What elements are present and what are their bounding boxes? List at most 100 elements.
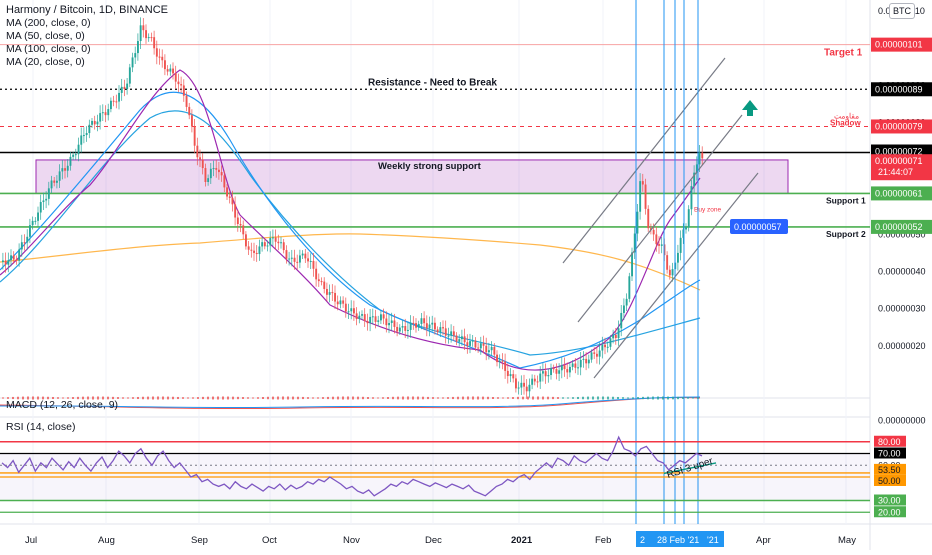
- candle-body: [39, 202, 42, 213]
- candle-body: [636, 211, 639, 234]
- price-tick-label: 0.00000050: [878, 229, 926, 239]
- candle-body: [412, 322, 415, 324]
- candle-body: [204, 168, 207, 183]
- rsi-line: [1, 435, 703, 497]
- macd-hist-bar: [297, 396, 299, 400]
- candle-body: [166, 69, 169, 72]
- level72-tag-text: 0.00000072: [875, 147, 923, 157]
- candle-body: [107, 109, 110, 116]
- macd-hist-bar: [187, 397, 189, 399]
- macd-hist-bar: [482, 396, 484, 400]
- macd-line: [0, 396, 701, 409]
- macd-hist-bar: [462, 396, 464, 400]
- macd-hist-bar: [312, 397, 314, 399]
- macd-hist-bar: [407, 396, 409, 400]
- ma50-line: [0, 91, 701, 369]
- candle-body: [239, 224, 242, 226]
- macd-hist-bar: [497, 397, 499, 399]
- ma20-line: [0, 69, 701, 371]
- candle-body: [685, 227, 687, 230]
- candle-body: [398, 327, 401, 332]
- candle-body: [280, 242, 282, 244]
- candle-body: [625, 298, 628, 306]
- candle-body: [307, 258, 309, 262]
- legend-ma100[interactable]: MA (100, close, 0): [6, 43, 91, 55]
- currency-badge[interactable]: BTC: [889, 3, 915, 19]
- candles-group: [2, 17, 704, 399]
- macd-hist-bar: [537, 396, 539, 400]
- candle-body: [80, 135, 83, 145]
- candle-body: [517, 387, 520, 389]
- candle-body: [69, 156, 72, 166]
- legend-ma50[interactable]: MA (50, close, 0): [6, 30, 85, 42]
- macd-hist-bar: [627, 397, 629, 399]
- candle-body: [296, 261, 299, 263]
- last-price-tag-bg: [871, 154, 932, 181]
- candle-body: [180, 84, 183, 86]
- candle-body: [493, 346, 496, 355]
- candle-body: [401, 326, 404, 328]
- candle-body: [550, 368, 552, 376]
- candle-body: [444, 328, 447, 336]
- candle-body: [342, 300, 345, 304]
- macd-hist-bar: [352, 396, 354, 400]
- candle-body: [23, 242, 26, 244]
- macd-hist-bar: [552, 396, 554, 400]
- shadow-label-ar: مقاومت: [834, 111, 859, 120]
- macd-hist-bar: [177, 396, 179, 400]
- macd-hist-bar: [692, 397, 694, 399]
- candle-body: [185, 95, 188, 107]
- candle-body: [350, 308, 353, 312]
- support2-tag: 0.00000052: [871, 219, 932, 234]
- macd-legend[interactable]: MACD (12, 26, close, 9): [6, 399, 119, 411]
- candle-body: [269, 238, 272, 246]
- candle-body: [390, 320, 393, 324]
- target1-tag: 0.00000101: [871, 37, 932, 52]
- candle-body: [61, 168, 64, 172]
- candle-body: [477, 347, 480, 349]
- macd-hist-bar: [22, 396, 24, 400]
- candle-body: [261, 242, 264, 247]
- candle-body: [334, 292, 336, 302]
- macd-hist-bar: [262, 396, 264, 400]
- candle-body: [255, 252, 258, 255]
- candle-body: [88, 124, 91, 134]
- candle-body: [425, 323, 428, 329]
- rsi-tag-bg-5: [874, 494, 906, 506]
- candle-body: [282, 242, 285, 251]
- macd-hist-bar: [472, 396, 474, 400]
- rsi-tag-bg-4: [874, 475, 906, 486]
- macd-hist-bar: [117, 397, 119, 399]
- macd-hist-bar: [87, 396, 89, 400]
- candle-body: [209, 168, 212, 179]
- macd-hist-bar: [457, 396, 459, 400]
- candle-body: [690, 186, 693, 210]
- macd-hist-bar: [687, 397, 689, 399]
- candle-body: [404, 326, 407, 331]
- legend-ma200[interactable]: MA (200, close, 0): [6, 17, 91, 29]
- macd-hist-bar: [477, 396, 479, 400]
- candle-body: [177, 81, 180, 85]
- candle-body: [563, 365, 566, 370]
- macd-hist-bar: [247, 397, 249, 399]
- candle-body: [83, 135, 85, 137]
- candle-body: [272, 237, 274, 239]
- macd-hist-bar: [487, 396, 489, 400]
- resistance-tag: 0.00000089: [871, 82, 932, 97]
- candle-body: [174, 73, 177, 82]
- candle-body: [596, 353, 598, 357]
- rsi-tag-text-6: 20.00: [878, 507, 901, 517]
- candle-body: [328, 292, 331, 295]
- candle-body: [285, 250, 288, 259]
- candle-body: [7, 260, 10, 265]
- candle-body: [447, 335, 450, 337]
- macd-hist-bar: [587, 396, 589, 400]
- macd-hist-bar: [37, 396, 39, 400]
- rsi-legend[interactable]: RSI (14, close): [6, 421, 76, 433]
- candle-body: [574, 363, 577, 368]
- candle-body: [56, 180, 58, 183]
- legend-ma20[interactable]: MA (20, close, 0): [6, 56, 85, 68]
- candle-body: [139, 25, 142, 42]
